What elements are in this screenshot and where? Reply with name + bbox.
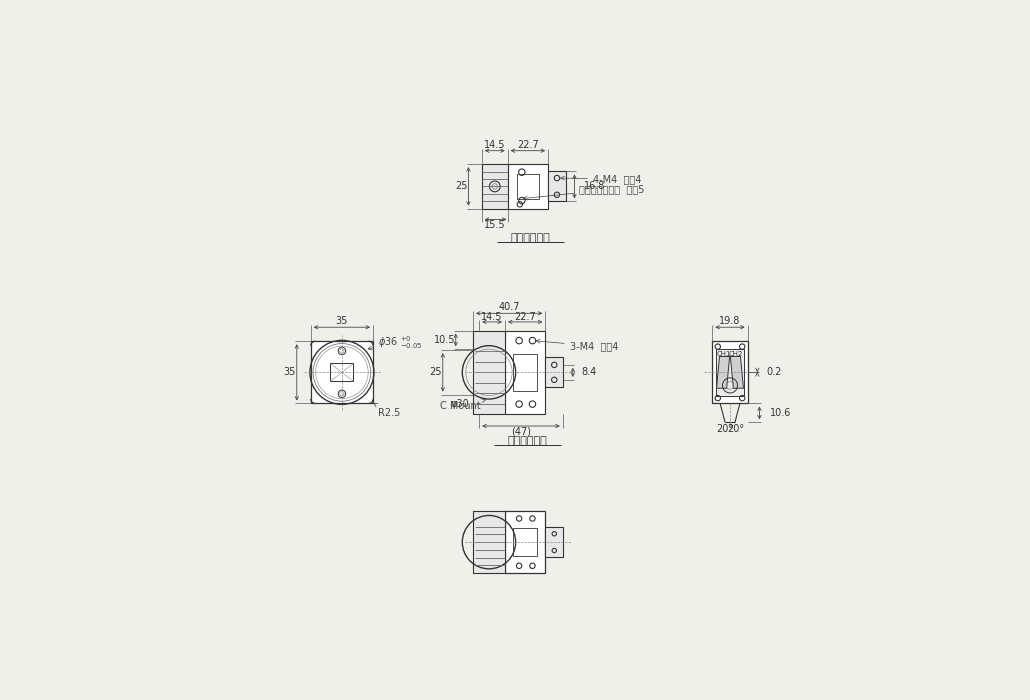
Bar [508,164,548,209]
Bar [505,330,545,414]
Bar [513,528,538,556]
Text: 25: 25 [430,368,442,377]
Bar [713,341,748,403]
Polygon shape [717,356,729,389]
Bar [473,511,505,573]
Bar [716,349,745,396]
Bar [505,511,545,573]
Bar [548,172,565,202]
Text: 40.7: 40.7 [499,302,520,312]
Polygon shape [730,356,744,389]
Text: C Mount: C Mount [440,399,486,411]
Text: 22.7: 22.7 [514,312,536,321]
Bar [545,527,563,557]
Bar [545,358,563,387]
Text: 10.5: 10.5 [435,335,455,345]
Text: 20°: 20° [727,424,744,435]
Text: カメラ三脚ネジ  深さ5: カメラ三脚ネジ 深さ5 [523,184,645,200]
Text: 35: 35 [283,368,296,377]
Text: 10.6: 10.6 [770,408,792,418]
Text: 0.2: 0.2 [766,368,782,377]
Text: 15.5: 15.5 [484,220,506,230]
Text: 22.7: 22.7 [517,140,539,150]
Text: 3-M4  深さ4: 3-M4 深さ4 [536,340,618,351]
Text: 4-M4  深さ4: 4-M4 深さ4 [560,174,642,184]
Text: (47): (47) [511,427,531,437]
Text: $\phi$36 $^{+0}_{-0.05}$: $\phi$36 $^{+0}_{-0.05}$ [368,334,422,351]
Text: CH2: CH2 [729,351,744,357]
Bar [331,363,353,382]
Text: 25: 25 [455,181,468,191]
Bar [517,174,539,199]
Bar [482,164,508,209]
Text: 16.8: 16.8 [584,181,605,191]
Text: 対面同一形状: 対面同一形状 [511,233,550,244]
Text: R2.5: R2.5 [374,403,401,419]
Text: 8.4: 8.4 [582,368,596,377]
Text: 35: 35 [336,316,348,326]
Bar [473,330,505,414]
Text: 19.8: 19.8 [719,316,741,326]
Text: 対面同一形状: 対面同一形状 [508,436,548,446]
Text: 20°: 20° [716,424,733,435]
Bar [513,354,538,391]
Text: 14.5: 14.5 [484,140,506,150]
Text: 14.5: 14.5 [481,312,503,321]
Text: CH1: CH1 [717,351,731,357]
Bar [311,341,373,403]
Text: φ30: φ30 [450,400,469,410]
